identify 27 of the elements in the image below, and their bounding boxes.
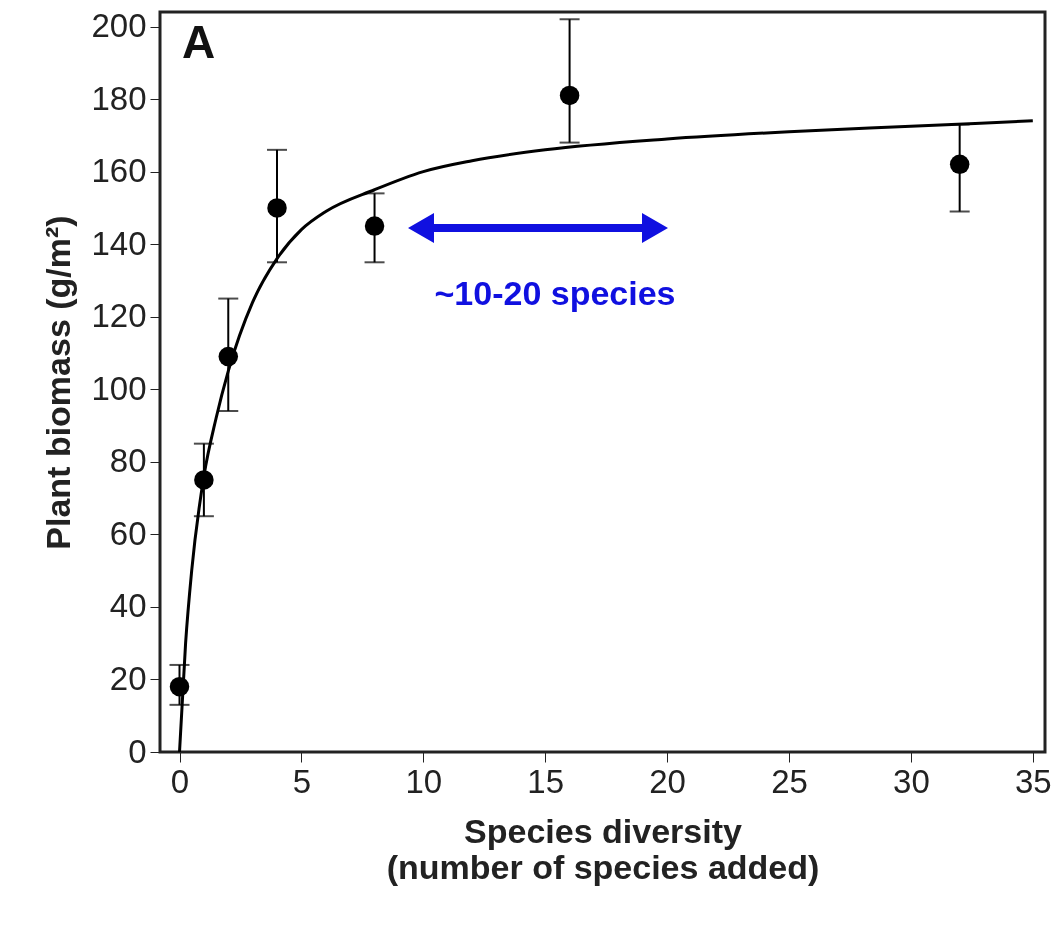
point	[267, 198, 287, 218]
y-tick-label: 160	[91, 152, 147, 190]
x-tick-label: 35	[1014, 762, 1052, 800]
y-tick-label: 80	[109, 442, 147, 480]
annotation: A	[182, 16, 216, 68]
y-tick-label: 20	[109, 659, 147, 697]
y-tick-label: 0	[128, 732, 147, 770]
x-tick-label: 25	[771, 762, 808, 800]
y-tick-label: 200	[91, 7, 147, 45]
x-tick-label: 5	[292, 762, 312, 800]
y-tick-label: 140	[91, 224, 147, 262]
annotation: ~10-20 species	[434, 274, 676, 312]
y-axis-title: Plant biomass (g/m²)	[39, 215, 78, 550]
point	[949, 154, 970, 175]
y-tick-label: 60	[109, 514, 147, 552]
y-tick-label: 40	[109, 587, 147, 625]
y-tick-label: 180	[91, 79, 147, 117]
point	[559, 85, 580, 106]
y-tick-label: 100	[91, 369, 147, 407]
x-tick-label: 0	[170, 762, 190, 800]
x-tick-label: 20	[649, 762, 686, 800]
x-tick-label: 15	[527, 762, 565, 800]
y-tick-label: 120	[91, 297, 147, 335]
x-tick-label: 30	[893, 762, 930, 800]
point	[364, 216, 385, 236]
x-tick-label: 10	[405, 762, 443, 800]
x-axis-title: Species diversity (number of species added)	[386, 811, 820, 886]
